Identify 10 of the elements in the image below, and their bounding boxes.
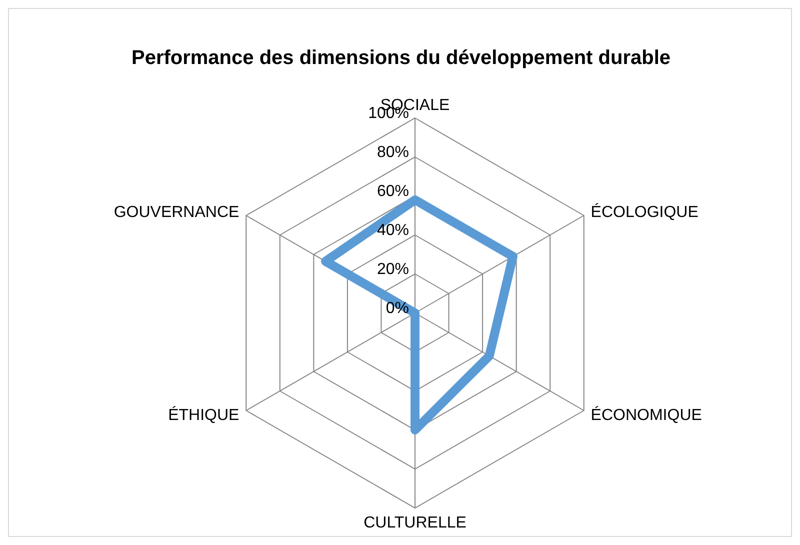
spoke-label: ÉCONOMIQUE xyxy=(590,406,702,424)
spoke-label: ÉTHIQUE xyxy=(168,406,240,424)
chart-title: Performance des dimensions du développement durable xyxy=(130,47,672,70)
spoke-label: GOUVERNANCE xyxy=(114,204,240,222)
spoke-label: ÉCOLOGIQUE xyxy=(590,203,698,222)
y-tick-label: 60% xyxy=(376,183,409,200)
y-tick-label: 80% xyxy=(376,144,409,161)
spoke-label: CULTURELLE xyxy=(364,514,466,532)
y-tick-label: 20% xyxy=(376,261,409,278)
y-tick-label: 40% xyxy=(376,222,409,239)
